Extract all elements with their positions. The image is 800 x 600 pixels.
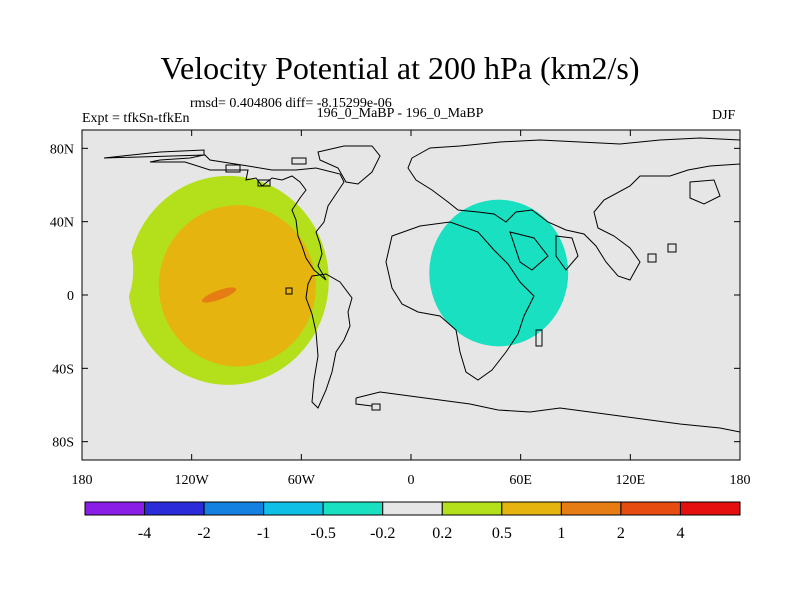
- colorbar-label: -0.2: [370, 525, 395, 542]
- y-tick-label: 0: [67, 289, 74, 304]
- colorbar: -4 -2 -1 -0.5 -0.2 0.2 0.5 1 2 4: [84, 501, 741, 542]
- colorbar-label: -2: [197, 525, 210, 542]
- y-tick-label: 40N: [50, 216, 74, 231]
- colorbar-label: 4: [676, 525, 684, 542]
- x-tick-label: 0: [408, 473, 415, 488]
- axes: 180 120W 60W 0 60E 120E 180 80N 40N 0 40S 80S: [50, 130, 751, 488]
- season-label: DJF: [712, 108, 736, 123]
- x-tick-label: 60W: [288, 473, 316, 488]
- colorbar-label: -0.5: [311, 525, 336, 542]
- colorbar-label: 2: [617, 525, 625, 542]
- colorbar-box: [441, 501, 503, 516]
- colorbar-box: [382, 501, 443, 516]
- colorbar-box: [501, 501, 562, 516]
- experiment-label: Expt = tfkSn-tfkEn: [82, 111, 190, 126]
- contour-positive-core: [201, 287, 237, 303]
- y-tick-label: 80S: [52, 436, 74, 451]
- x-tick-label: 180: [730, 473, 751, 488]
- colorbar-box: [84, 501, 146, 516]
- coastlines: [103, 137, 740, 433]
- contour-positive-inner: [158, 205, 316, 367]
- colorbar-box: [620, 501, 681, 516]
- colorbar-label: -1: [257, 525, 270, 542]
- colorbar-box: [203, 501, 265, 516]
- contour-negative-inner: [429, 199, 569, 347]
- x-tick-label: 120E: [616, 473, 646, 488]
- colorbar-label: -4: [138, 525, 151, 542]
- y-tick-label: 80N: [50, 142, 74, 157]
- colorbar-box: [679, 501, 741, 516]
- colorbar-label: 1: [557, 525, 565, 542]
- chart-title: Velocity Potential at 200 hPa (km2/s): [160, 50, 640, 86]
- contour-negative-east-edge: [703, 247, 740, 306]
- x-tick-label: 60E: [509, 473, 532, 488]
- x-tick-label: 120W: [175, 473, 210, 488]
- stats-label: rmsd= 0.404806 diff= -8.15299e-06: [190, 96, 392, 111]
- y-tick-label: 40S: [52, 362, 74, 377]
- colorbar-box: [263, 501, 324, 516]
- colorbar-label: 0.5: [492, 525, 512, 542]
- contour-negative-west-pacific: [82, 218, 134, 321]
- colorbar-box: [144, 501, 205, 516]
- colorbar-box: [322, 501, 384, 516]
- colorbar-label: 0.2: [432, 525, 452, 542]
- case-label: 196_0_MaBP - 196_0_MaBP: [316, 106, 484, 121]
- colorbar-box: [560, 501, 622, 516]
- x-tick-label: 180: [72, 473, 93, 488]
